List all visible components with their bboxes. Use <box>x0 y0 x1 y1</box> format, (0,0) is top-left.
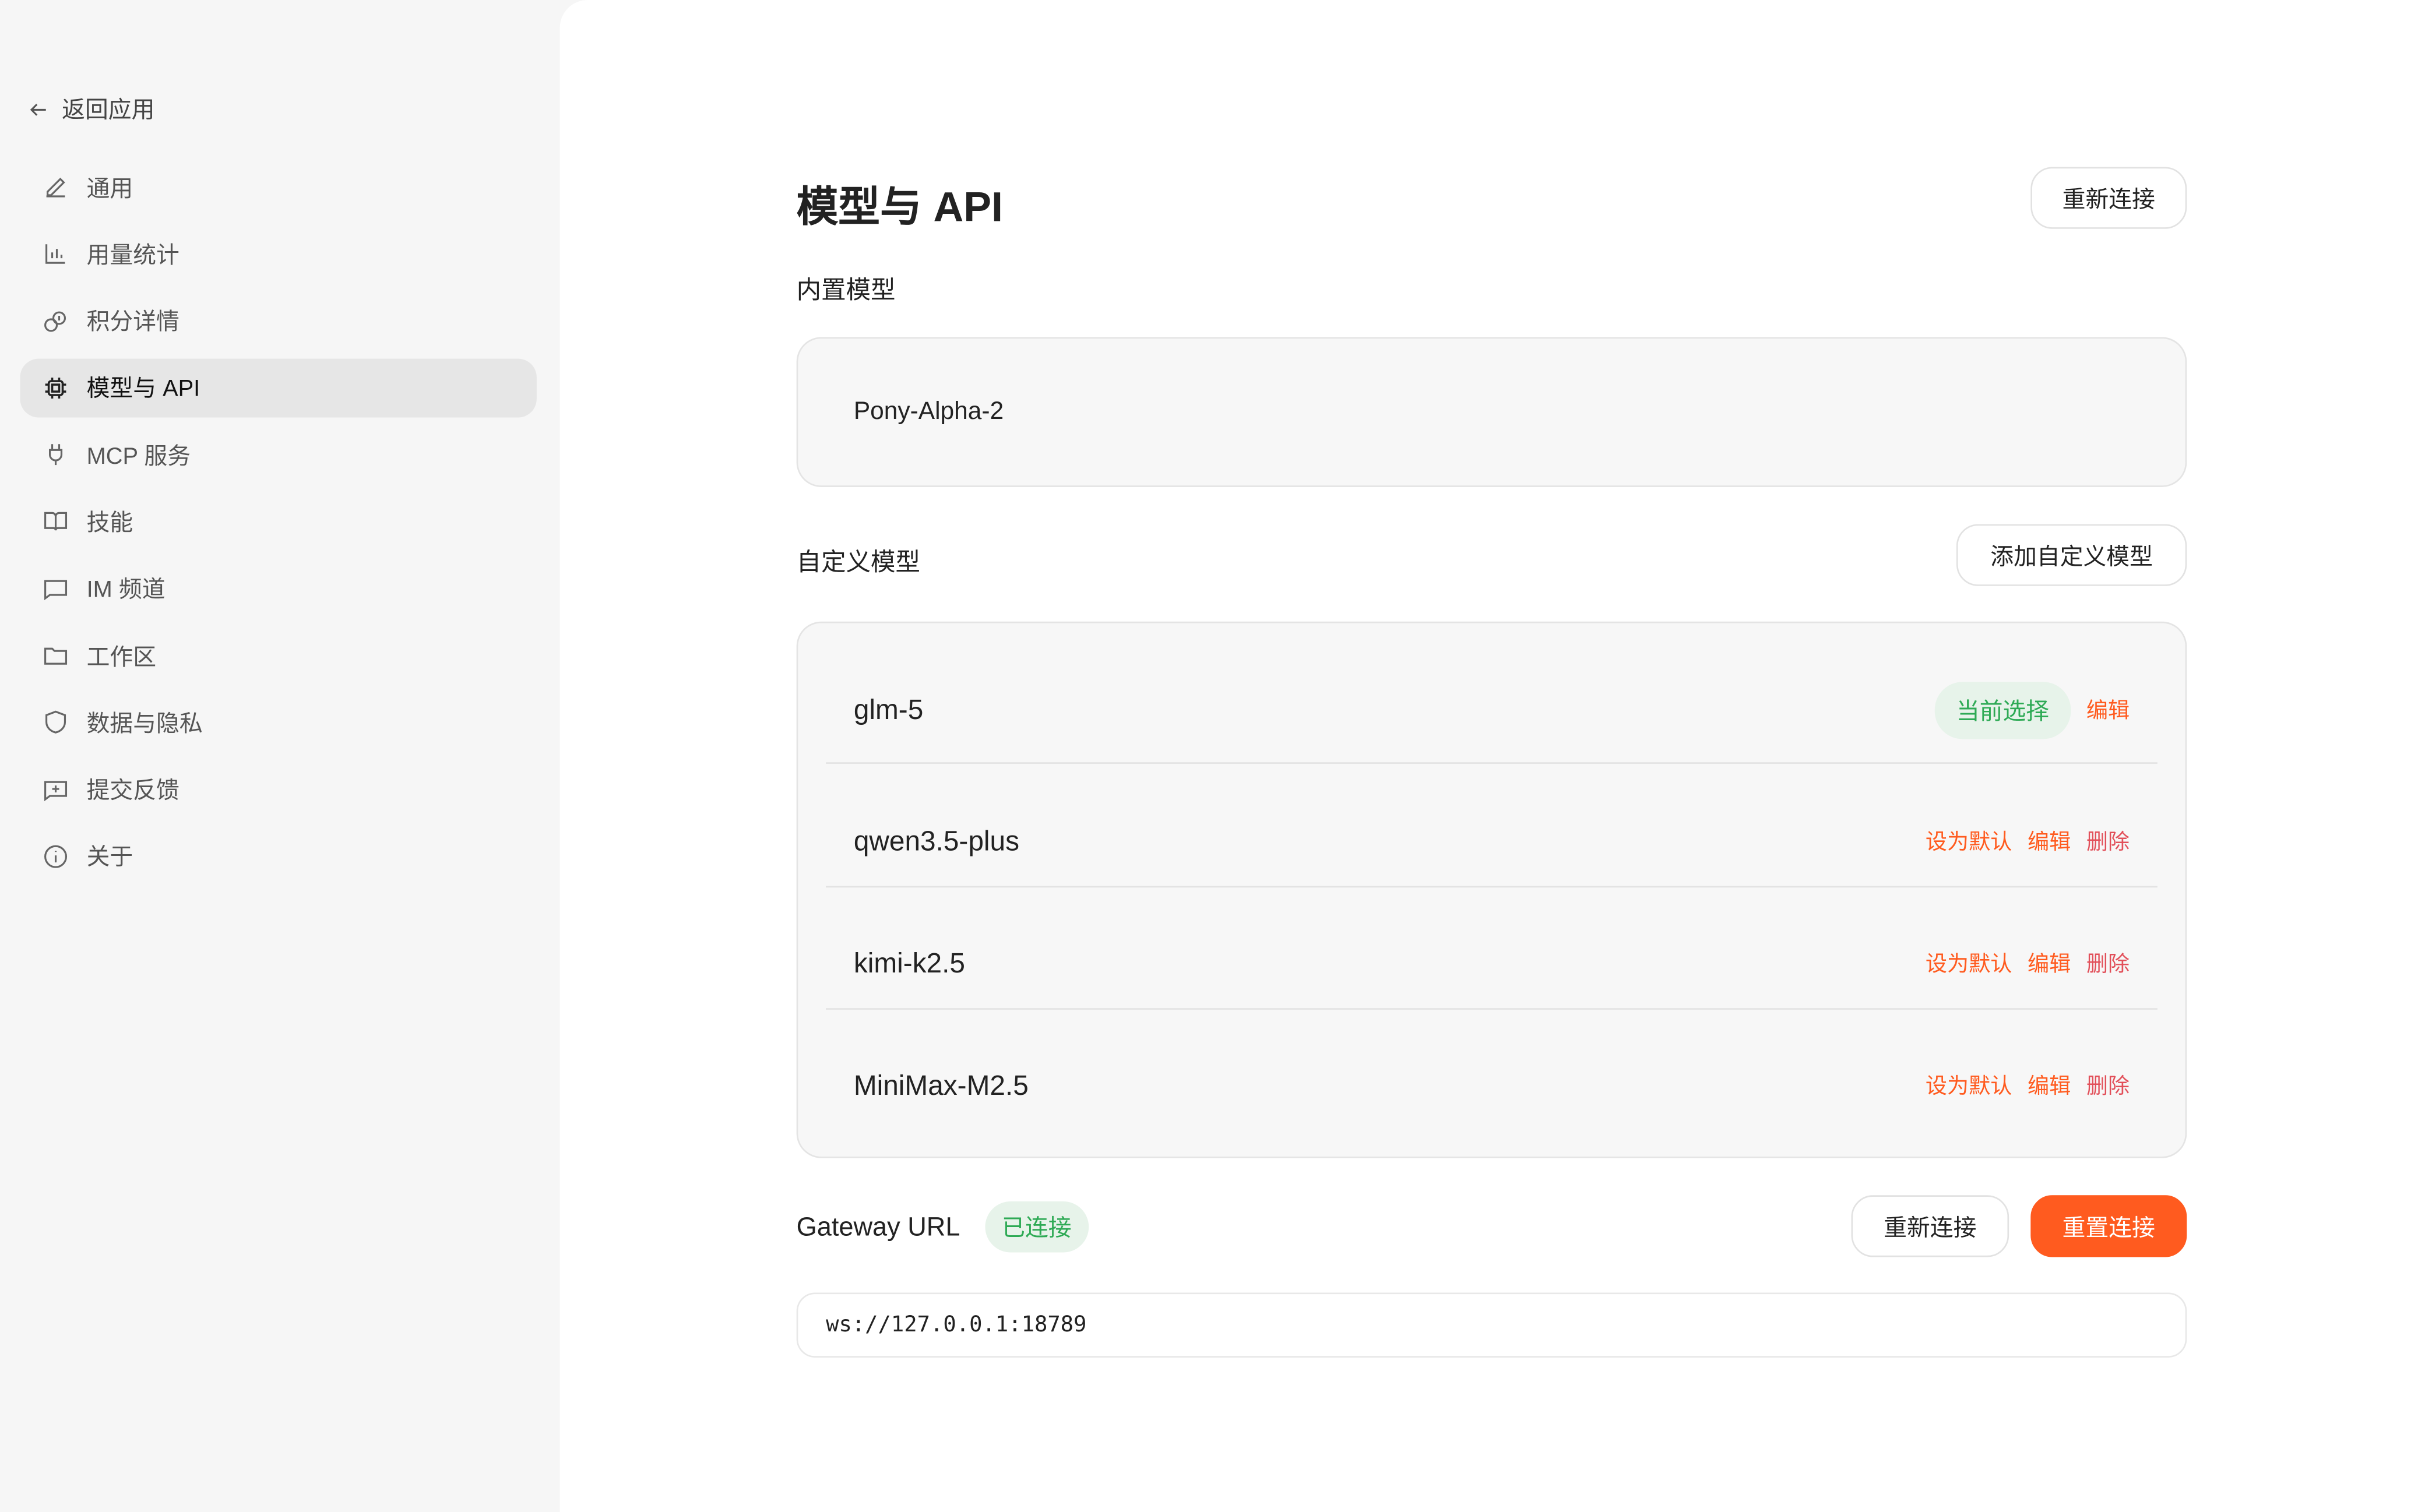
current-selection-badge: 当前选择 <box>1934 681 2071 739</box>
set-default-link[interactable]: 设为默认 <box>1925 951 2012 976</box>
main-panel: 模型与 API 重新连接 内置模型 Pony-Alpha-2 自定义模型 添加自… <box>559 0 2425 1512</box>
sidebar-item-privacy[interactable]: 数据与隐私 <box>20 693 536 752</box>
back-label: 返回应用 <box>62 97 155 124</box>
sidebar-item-general[interactable]: 通用 <box>20 158 536 217</box>
sidebar-item-models-api[interactable]: 模型与 API <box>20 358 537 418</box>
bar-chart-icon <box>45 245 65 265</box>
builtin-model-card[interactable]: Pony-Alpha-2 <box>796 337 2187 487</box>
book-icon <box>44 513 68 531</box>
reconnect-button[interactable]: 重新连接 <box>1851 1195 2009 1257</box>
model-name: kimi-k2.5 <box>853 947 965 978</box>
list-item[interactable]: MiniMax-M2.5 设为默认 编辑 删除 <box>826 1055 2157 1116</box>
info-icon <box>44 845 68 868</box>
sidebar-item-workspace[interactable]: 工作区 <box>20 626 536 685</box>
custom-models-list: glm-5 当前选择 编辑 qwen3.5-plus 设为默认 编辑 删除 kimi… <box>796 621 2187 1158</box>
sidebar: 返回应用 通用 用量统计 积分详情 模型与 API MCP 服务 技能 IM 频… <box>0 0 560 1512</box>
sidebar-item-label: IM 频道 <box>86 577 166 604</box>
connection-status-badge: 已连接 <box>984 1201 1089 1253</box>
model-name: MiniMax-M2.5 <box>853 1069 1029 1101</box>
gateway-url-field[interactable]: ws://127.0.0.1:18789 <box>796 1292 2187 1358</box>
gateway-row: Gateway URL 已连接 <box>797 1201 1089 1253</box>
sidebar-item-label: 积分详情 <box>86 309 180 336</box>
add-custom-model-button[interactable]: 添加自定义模型 <box>1956 524 2187 586</box>
sidebar-item-credits[interactable]: 积分详情 <box>20 291 536 350</box>
delete-link[interactable]: 删除 <box>2086 1073 2130 1098</box>
model-name: glm-5 <box>853 693 924 725</box>
edit-link[interactable]: 编辑 <box>2028 1073 2071 1098</box>
page-title: 模型与 API <box>796 184 1003 231</box>
shield-icon <box>45 711 66 734</box>
sidebar-item-about[interactable]: 关于 <box>20 827 536 886</box>
reconnect-button-top[interactable]: 重新连接 <box>2030 167 2187 229</box>
sidebar-item-mcp[interactable]: MCP 服务 <box>20 425 536 484</box>
folder-icon <box>44 647 68 665</box>
delete-link[interactable]: 删除 <box>2086 829 2130 854</box>
delete-link[interactable]: 删除 <box>2086 951 2130 976</box>
list-item[interactable]: qwen3.5-plus 设为默认 编辑 删除 <box>826 810 2157 872</box>
coins-icon <box>44 311 66 332</box>
list-item[interactable]: kimi-k2.5 设为默认 编辑 删除 <box>826 932 2157 994</box>
sidebar-item-label: 模型与 API <box>86 376 200 403</box>
edit-link[interactable]: 编辑 <box>2028 829 2071 854</box>
arrow-left-icon <box>30 103 46 115</box>
sidebar-item-skills[interactable]: 技能 <box>20 492 536 551</box>
sidebar-item-feedback[interactable]: 提交反馈 <box>20 760 536 819</box>
sidebar-nav: 通用 用量统计 积分详情 模型与 API MCP 服务 技能 IM 频道 工作区… <box>20 158 537 894</box>
sidebar-item-usage[interactable]: 用量统计 <box>20 225 536 284</box>
sidebar-item-label: MCP 服务 <box>86 443 191 470</box>
sidebar-item-label: 用量统计 <box>86 242 180 269</box>
builtin-model-name: Pony-Alpha-2 <box>853 399 1004 425</box>
list-item[interactable]: glm-5 当前选择 编辑 <box>826 679 2157 741</box>
set-default-link[interactable]: 设为默认 <box>1925 829 2012 854</box>
chip-icon <box>45 377 66 399</box>
divider <box>826 1008 2157 1010</box>
sidebar-item-label: 工作区 <box>86 644 157 671</box>
sidebar-item-label: 提交反馈 <box>86 778 180 805</box>
set-default-link[interactable]: 设为默认 <box>1925 1073 2012 1098</box>
edit-link[interactable]: 编辑 <box>2028 951 2071 976</box>
pencil-icon <box>46 177 65 198</box>
custom-models-heading: 自定义模型 <box>796 550 920 577</box>
message-icon <box>44 579 68 600</box>
edit-link[interactable]: 编辑 <box>2086 697 2130 722</box>
gateway-label: Gateway URL <box>796 1211 960 1241</box>
sidebar-item-im-channels[interactable]: IM 频道 <box>20 559 536 618</box>
sidebar-item-label: 技能 <box>86 510 133 537</box>
feedback-icon <box>44 780 68 801</box>
model-name: qwen3.5-plus <box>853 824 1019 856</box>
divider <box>826 886 2157 888</box>
divider <box>826 762 2157 764</box>
sidebar-item-label: 关于 <box>86 845 133 872</box>
back-to-app-link[interactable]: 返回应用 <box>28 93 155 125</box>
plug-icon <box>48 444 63 466</box>
builtin-models-heading: 内置模型 <box>796 278 896 305</box>
sidebar-item-label: 数据与隐私 <box>86 711 203 738</box>
reset-connection-button[interactable]: 重置连接 <box>2030 1195 2187 1257</box>
sidebar-item-label: 通用 <box>86 175 133 202</box>
